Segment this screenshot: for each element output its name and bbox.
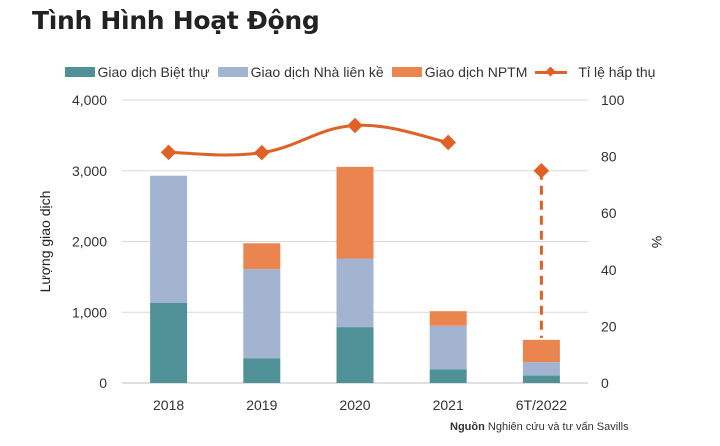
absorption-rate-marker	[533, 162, 550, 179]
legend-label: Giao dịch Nhà liên kề	[250, 64, 384, 80]
bar-segment	[522, 339, 560, 363]
y-tick-label: 1,000	[72, 304, 107, 320]
source-label: Nguồn	[450, 421, 485, 433]
y2-tick-label: 100	[601, 92, 625, 108]
bar-segment	[429, 325, 467, 370]
y2-tick-label: 40	[601, 262, 617, 278]
y2-tick-label: 60	[601, 205, 617, 221]
x-tick-label: 2019	[246, 397, 277, 413]
absorption-rate-line	[168, 123, 449, 157]
bar-segment	[429, 311, 467, 326]
bar-segment	[336, 327, 374, 383]
source-note: Nguồn Nghiên cứu và tư vấn Savills	[450, 421, 629, 433]
y2-tick-label: 0	[601, 375, 609, 391]
absorption-rate-marker	[440, 134, 456, 151]
legend-swatch	[391, 67, 422, 77]
y2-tick-label: 20	[601, 318, 617, 334]
x-tick-label: 6T/2022	[516, 397, 568, 413]
legend-item: Giao dịch Biệt thự	[64, 64, 210, 80]
y-axis-title: Lượng giao dịch	[37, 191, 53, 293]
bar-segment	[243, 269, 281, 359]
y2-tick-label: 80	[601, 149, 617, 165]
y2-axis-title: %	[649, 236, 665, 248]
y-tick-label: 4,000	[72, 92, 107, 108]
legend-label: Giao dịch Biệt thự	[97, 64, 210, 80]
legend-item: Giao dịch Nhà liên kề	[217, 64, 384, 80]
bar-segment	[429, 369, 467, 383]
bar-segment	[150, 302, 188, 383]
x-tick-label: 2020	[339, 397, 370, 413]
legend-swatch	[217, 67, 248, 77]
absorption-rate-marker	[347, 117, 363, 134]
bar-segment	[243, 243, 281, 270]
legend-swatch	[64, 67, 95, 77]
bar-segment	[522, 362, 560, 376]
absorption-rate-marker	[254, 144, 270, 161]
legend-item: Tỉ lệ hấp thụ	[535, 64, 655, 80]
x-tick-label: 2021	[433, 397, 464, 413]
x-tick-label: 2018	[153, 397, 184, 413]
legend-label: Tỉ lệ hấp thụ	[578, 64, 656, 80]
bar-segment	[522, 375, 560, 383]
legend-label: Giao dịch NPTM	[424, 64, 528, 80]
bar-segment	[243, 358, 281, 383]
source-text: Nghiên cứu và tư vấn Savills	[487, 421, 629, 433]
bar-segment	[150, 175, 188, 303]
bar-segment	[336, 166, 374, 259]
chart-title: Tình Hình Hoạt Động	[32, 6, 320, 35]
legend-line-swatch	[535, 70, 568, 74]
y-tick-label: 3,000	[72, 163, 107, 179]
bar-segment	[336, 258, 374, 328]
absorption-rate-marker	[160, 144, 177, 161]
legend-item: Giao dịch NPTM	[391, 64, 528, 80]
y-tick-label: 2,000	[72, 234, 107, 250]
legend: Giao dịch Biệt thự Giao dịch Nhà liên kề G…	[0, 64, 720, 80]
y-tick-label: 0	[99, 375, 107, 391]
